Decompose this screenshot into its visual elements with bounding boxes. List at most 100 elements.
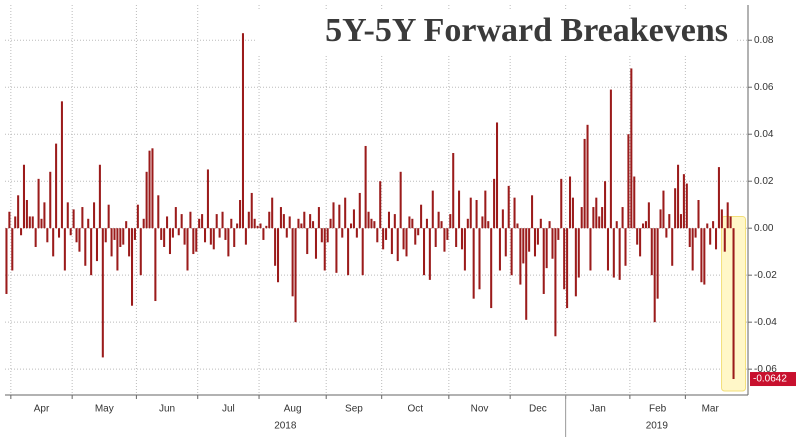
bar [674,188,677,229]
bar [700,228,703,283]
bar [55,143,58,229]
bar [493,178,496,229]
bar [709,228,712,245]
bar [136,204,139,229]
bar [49,171,52,229]
bar [209,228,212,245]
bar [647,202,650,229]
bar [411,218,414,229]
bar [320,228,323,243]
bar [542,228,545,294]
bar [528,228,531,252]
x-tick-label: Mar [702,404,720,415]
bar [554,228,557,337]
bar [338,204,341,229]
x-tick-label: Sep [345,404,363,415]
bar [14,216,17,229]
bar [548,221,551,229]
bar [166,216,169,229]
bar [148,150,151,229]
bar [183,228,186,245]
bar [314,228,318,259]
bar [729,216,732,229]
bar [650,228,653,276]
bar [443,228,446,252]
bar [349,223,353,229]
bar [364,145,367,229]
bar [5,228,8,294]
bar [408,216,411,229]
bar [589,228,592,271]
bar [352,209,355,229]
bar [446,228,449,240]
bar [592,207,595,229]
bar [501,209,504,229]
bar [215,214,218,229]
bar [297,218,300,229]
bar [203,228,207,243]
bar [545,228,548,269]
bar [294,228,297,323]
bar [574,228,577,297]
bar [516,223,519,229]
bar [66,202,69,229]
bar [452,153,455,229]
bar [688,228,691,247]
bar [8,211,11,229]
bar [551,228,554,259]
bar [268,211,271,229]
bar [274,228,277,266]
bar [125,221,128,229]
bar [145,171,148,229]
bar [133,228,136,240]
bar [168,228,172,255]
bar [218,228,221,238]
bar [367,211,370,229]
bar [332,202,335,229]
bar [239,200,242,229]
bar [399,171,402,229]
bar [370,218,373,229]
bar [90,228,93,276]
bar [609,89,612,229]
bar [312,221,315,229]
bar [34,228,37,247]
bar [405,228,408,257]
bar [329,218,332,229]
bar [60,101,63,229]
last-value-box [750,372,796,387]
bar [577,228,580,278]
bar [63,228,66,271]
bar [116,228,119,271]
bar [151,148,154,229]
bar [402,228,405,250]
bar [20,228,23,236]
bar [393,214,396,229]
bar [361,228,364,276]
bar [677,164,680,229]
bar [28,216,31,229]
bar [341,228,344,238]
bar [466,218,469,229]
bar [422,228,426,276]
bar [382,228,385,250]
bar [224,228,227,240]
bar [431,190,434,229]
bar [536,228,539,245]
bar [344,197,347,229]
bar [685,183,688,229]
bar [557,228,560,240]
bar [498,228,501,271]
bar [81,207,84,229]
bar [95,228,99,262]
bar [279,207,282,229]
bar [285,228,288,238]
bar [522,228,525,264]
y-tick-label: 0.00 [754,223,774,234]
bar [385,228,388,240]
bar [712,221,715,229]
bar [571,197,574,229]
bar [256,225,259,229]
x-tick-label: Oct [407,404,423,415]
bar [323,228,326,271]
